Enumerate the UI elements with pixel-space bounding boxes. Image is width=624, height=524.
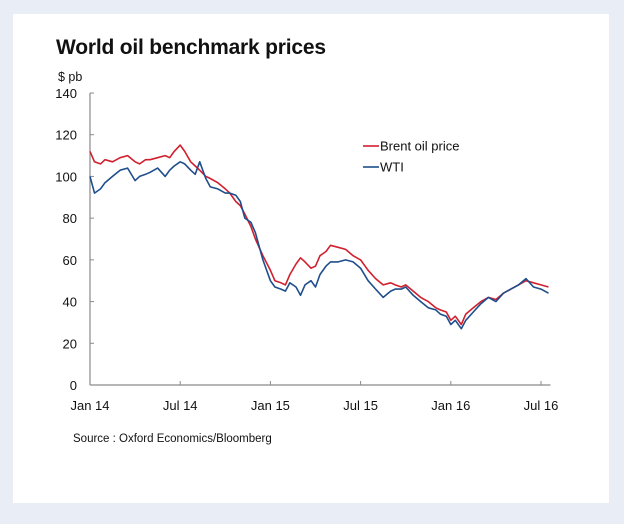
chart-title: World oil benchmark prices: [56, 36, 326, 59]
y-tick-label: 0: [70, 378, 77, 393]
x-tick-label: Jul 14: [163, 398, 198, 413]
y-tick-label: 120: [55, 128, 77, 143]
series-lines: [89, 144, 549, 330]
chart-card: [13, 14, 609, 503]
y-tick-label: 60: [63, 253, 77, 268]
x-tick-label: Jan 14: [70, 398, 109, 413]
y-tick-label: 20: [63, 336, 77, 351]
axes: 0 20 40 60 80 100 120 140 Jan 14 Jul 14 Jan 15 Jul …: [55, 86, 558, 413]
series-line-wti: [89, 161, 549, 330]
y-axis-unit-label: $ pb: [58, 70, 83, 84]
x-tick-label: Jul 16: [524, 398, 559, 413]
x-tick-label: Jan 15: [251, 398, 290, 413]
y-tick-label: 80: [63, 211, 77, 226]
y-tick-label: 140: [55, 86, 77, 101]
x-tick-label: Jul 15: [343, 398, 378, 413]
y-tick-label: 40: [63, 295, 77, 310]
legend-label: WTI: [380, 160, 404, 175]
x-tick-label: Jan 16: [431, 398, 470, 413]
legend-label: Brent oil price: [380, 139, 459, 154]
y-tick-label: 100: [55, 169, 77, 184]
source-note: Source : Oxford Economics/Bloomberg: [73, 433, 272, 445]
legend: Brent oil price WTI: [363, 139, 459, 175]
series-line-brent-oil-price: [89, 144, 549, 326]
